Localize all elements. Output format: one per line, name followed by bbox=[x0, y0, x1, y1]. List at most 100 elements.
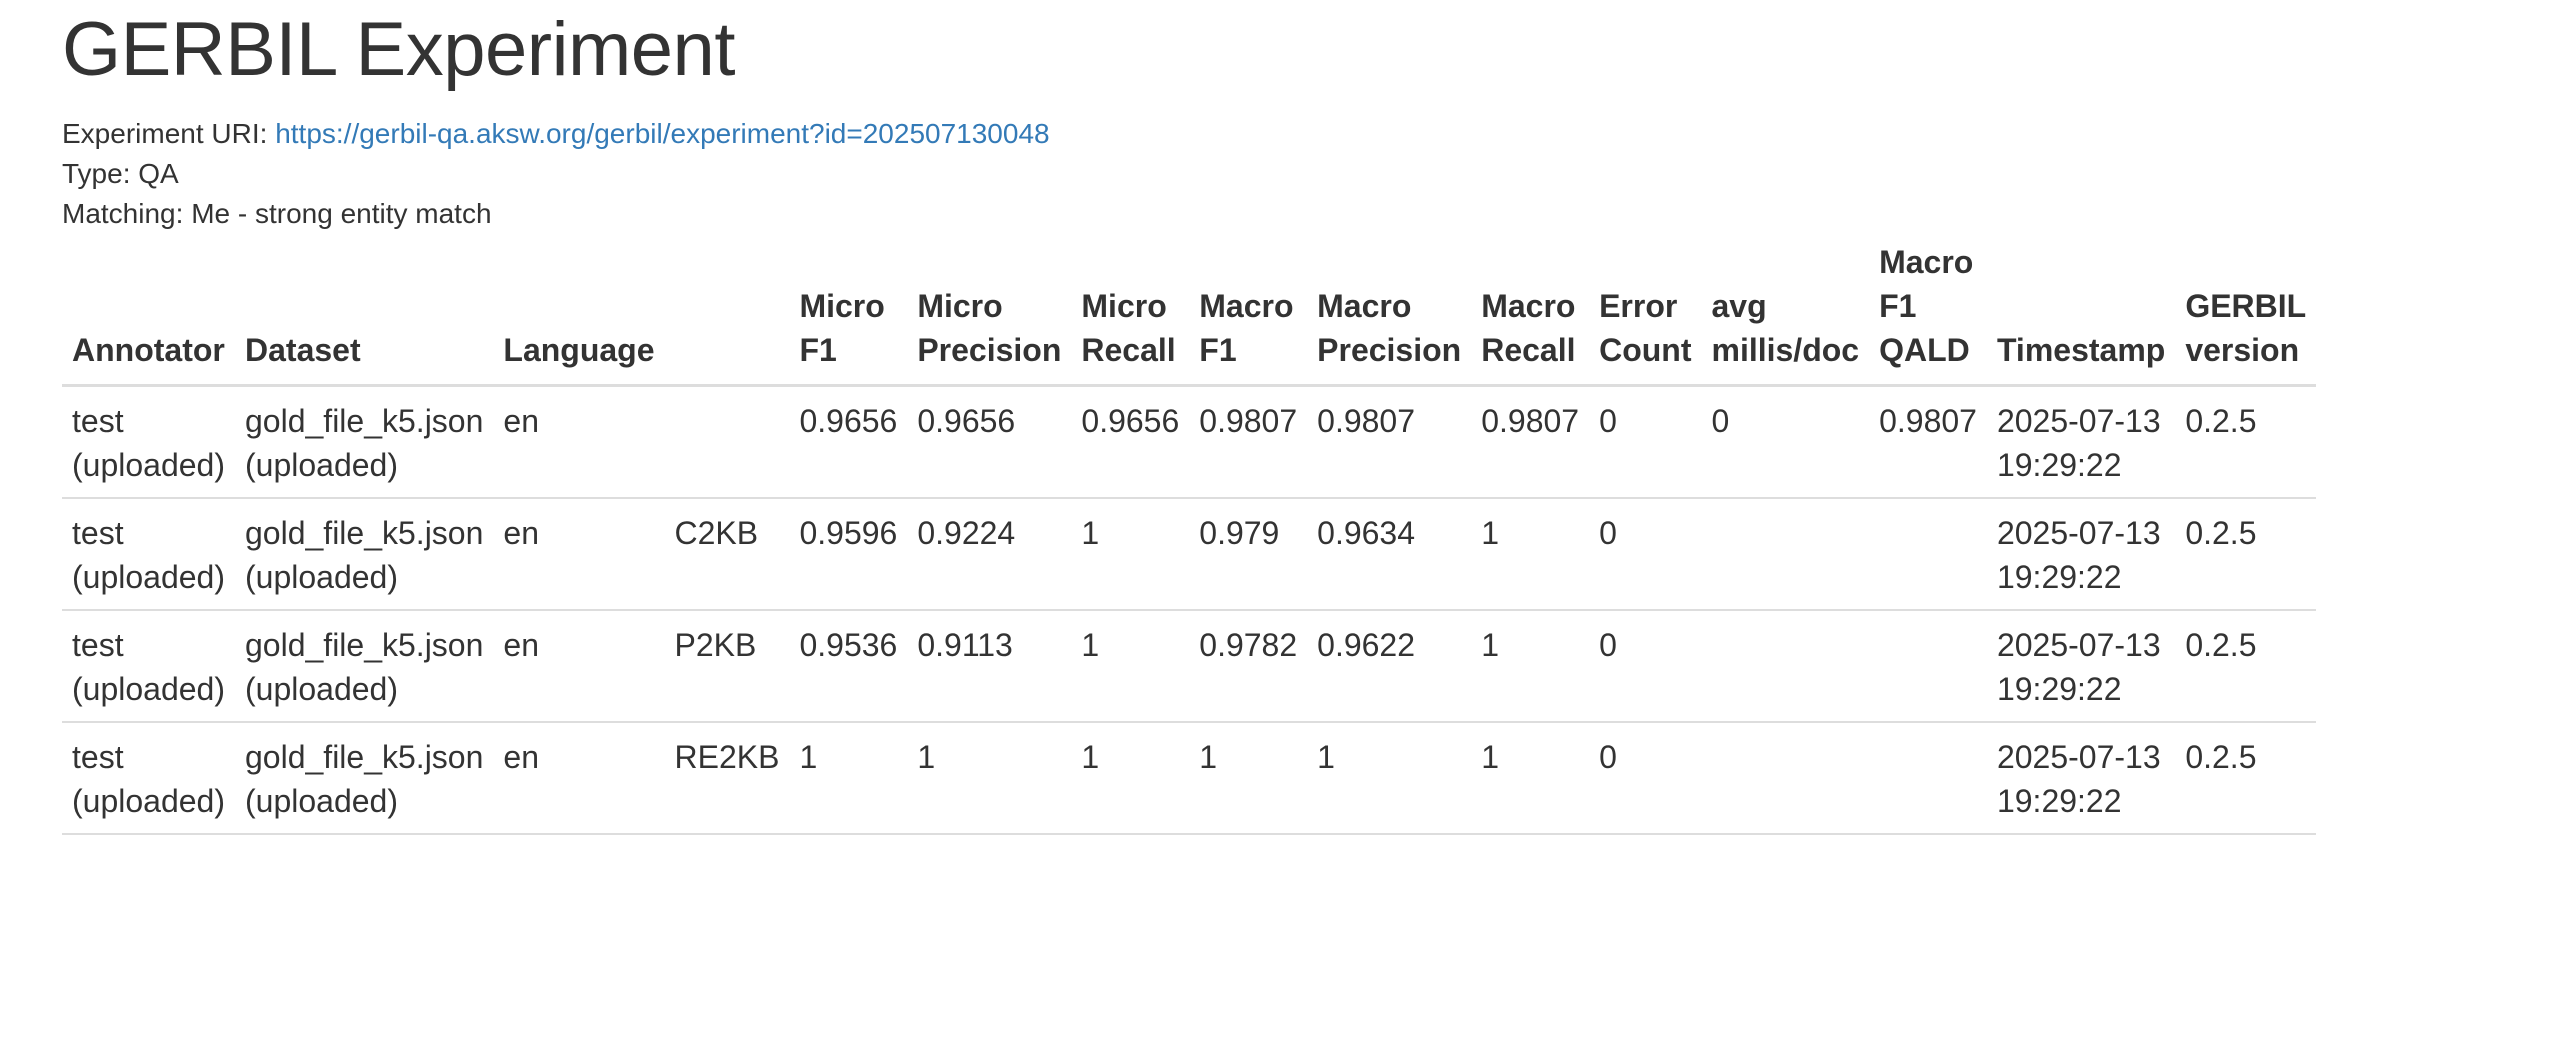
cell-error-count: 0 bbox=[1589, 722, 1702, 835]
column-header-macro-f1: Macro F1 bbox=[1189, 240, 1308, 387]
column-header-kb-type bbox=[664, 240, 790, 387]
cell-text: 0.9634 bbox=[1317, 515, 1416, 551]
column-header-text: Macro bbox=[1199, 288, 1294, 324]
cell-text: 0.9622 bbox=[1317, 627, 1416, 663]
cell-text: 1 bbox=[1481, 627, 1499, 663]
column-header-text: millis/doc bbox=[1711, 332, 1860, 368]
cell-macro-f1: 0.9807 bbox=[1189, 385, 1308, 499]
cell-macro-f1-qald bbox=[1869, 610, 1987, 723]
column-header-text: Recall bbox=[1481, 332, 1576, 368]
cell-gerbil-version: 0.2.5 bbox=[2175, 498, 2317, 611]
cell-macro-recall: 1 bbox=[1471, 722, 1590, 835]
cell-text: 1 bbox=[1317, 739, 1335, 775]
cell-text: (uploaded) bbox=[72, 783, 225, 819]
cell-language: en bbox=[493, 498, 665, 611]
cell-gerbil-version: 0.2.5 bbox=[2175, 385, 2317, 499]
cell-timestamp: 2025-07-13 19:29:22 bbox=[1986, 498, 2176, 611]
column-header-annotator: Annotator bbox=[62, 240, 235, 387]
cell-text: (uploaded) bbox=[72, 559, 225, 595]
cell-text: 0.979 bbox=[1199, 515, 1280, 551]
cell-micro-recall: 1 bbox=[1071, 498, 1190, 611]
table-row: test (uploaded) gold_file_k5.json (uploaded… bbox=[62, 498, 2317, 611]
cell-text: 2025-07-13 bbox=[1996, 403, 2161, 439]
experiment-type-line: Type: QA bbox=[62, 154, 2482, 194]
table-row: test (uploaded) gold_file_k5.json (uploaded… bbox=[62, 610, 2317, 723]
cell-text: 2025-07-13 bbox=[1996, 627, 2161, 663]
cell-timestamp: 2025-07-13 19:29:22 bbox=[1986, 610, 2176, 723]
cell-macro-recall: 1 bbox=[1471, 498, 1590, 611]
cell-text: 0.2.5 bbox=[2185, 403, 2257, 439]
cell-text: en bbox=[503, 515, 539, 551]
column-header-text: F1 bbox=[1879, 288, 1917, 324]
column-header-micro-precision: Micro Precision bbox=[907, 240, 1072, 387]
cell-text: 1 bbox=[1481, 739, 1499, 775]
column-header-language: Language bbox=[493, 240, 665, 387]
cell-text: (uploaded) bbox=[245, 447, 398, 483]
cell-macro-recall: 1 bbox=[1471, 610, 1590, 723]
column-header-text: Macro bbox=[1481, 288, 1576, 324]
column-header-macro-precision: Macro Precision bbox=[1307, 240, 1472, 387]
cell-text: P2KB bbox=[674, 627, 757, 663]
page-container: GERBIL Experiment Experiment URI: https:… bbox=[62, 0, 2482, 835]
cell-macro-f1: 0.979 bbox=[1189, 498, 1308, 611]
cell-text: gold_file_k5.json bbox=[245, 515, 484, 551]
cell-text: en bbox=[503, 739, 539, 775]
cell-macro-f1: 1 bbox=[1189, 722, 1308, 835]
cell-text: 0.9224 bbox=[917, 515, 1016, 551]
cell-timestamp: 2025-07-13 19:29:22 bbox=[1986, 385, 2176, 499]
cell-text: 0.9782 bbox=[1199, 627, 1298, 663]
cell-kb-type: C2KB bbox=[664, 498, 790, 611]
cell-text: (uploaded) bbox=[245, 559, 398, 595]
experiment-matching-value: Me - strong entity match bbox=[191, 198, 492, 229]
cell-micro-precision: 0.9113 bbox=[907, 610, 1072, 723]
cell-kb-type bbox=[664, 385, 790, 499]
cell-text: (uploaded) bbox=[72, 447, 225, 483]
cell-text: 0.9656 bbox=[1081, 403, 1180, 439]
cell-dataset: gold_file_k5.json (uploaded) bbox=[235, 385, 494, 499]
experiment-uri-link[interactable]: https://gerbil-qa.aksw.org/gerbil/experi… bbox=[275, 118, 1050, 149]
column-header-text: GERBIL bbox=[2185, 288, 2307, 324]
cell-kb-type: P2KB bbox=[664, 610, 790, 723]
cell-text: 1 bbox=[1481, 515, 1499, 551]
experiment-type-value: QA bbox=[138, 158, 179, 189]
cell-micro-recall: 1 bbox=[1071, 610, 1190, 723]
column-header-micro-f1: Micro F1 bbox=[789, 240, 908, 387]
cell-text: RE2KB bbox=[674, 739, 780, 775]
experiment-meta: Experiment URI: https://gerbil-qa.aksw.o… bbox=[62, 114, 2482, 234]
cell-text: 1 bbox=[1199, 739, 1218, 775]
cell-text: 0.2.5 bbox=[2185, 739, 2257, 775]
cell-macro-f1-qald bbox=[1869, 498, 1987, 611]
cell-text: 2025-07-13 bbox=[1996, 515, 2161, 551]
cell-text: (uploaded) bbox=[72, 671, 225, 707]
cell-text: gold_file_k5.json bbox=[245, 627, 484, 663]
column-header-text: Language bbox=[503, 332, 655, 368]
cell-text: test bbox=[72, 515, 124, 551]
experiment-uri-label: Experiment URI: bbox=[62, 118, 268, 149]
cell-micro-f1: 0.9596 bbox=[789, 498, 908, 611]
cell-micro-precision: 0.9224 bbox=[907, 498, 1072, 611]
cell-text: 0 bbox=[1711, 403, 1730, 439]
cell-language: en bbox=[493, 722, 665, 835]
column-header-error-count: Error Count bbox=[1589, 240, 1702, 387]
cell-dataset: gold_file_k5.json (uploaded) bbox=[235, 498, 494, 611]
cell-text: C2KB bbox=[674, 515, 759, 551]
cell-text: 0.9807 bbox=[1199, 403, 1298, 439]
cell-micro-f1: 0.9656 bbox=[789, 385, 908, 499]
cell-text: 0.9807 bbox=[1317, 403, 1416, 439]
cell-text: 19:29:22 bbox=[1996, 559, 2122, 595]
cell-text: 1 bbox=[1081, 515, 1100, 551]
cell-text: 0.9656 bbox=[917, 403, 1016, 439]
column-header-text: Timestamp bbox=[1996, 332, 2166, 368]
experiment-uri-line: Experiment URI: https://gerbil-qa.aksw.o… bbox=[62, 114, 2482, 154]
cell-language: en bbox=[493, 610, 665, 723]
cell-text: 0 bbox=[1599, 739, 1617, 775]
column-header-dataset: Dataset bbox=[235, 240, 494, 387]
cell-text: 0 bbox=[1599, 515, 1617, 551]
cell-text: test bbox=[72, 403, 124, 439]
experiment-matching-line: Matching: Me - strong entity match bbox=[62, 194, 2482, 234]
cell-text: 19:29:22 bbox=[1996, 447, 2122, 483]
cell-text: 19:29:22 bbox=[1996, 783, 2122, 819]
column-header-text: F1 bbox=[1199, 332, 1237, 368]
column-header-timestamp: Timestamp bbox=[1986, 240, 2176, 387]
column-header-text: Precision bbox=[1317, 332, 1462, 368]
